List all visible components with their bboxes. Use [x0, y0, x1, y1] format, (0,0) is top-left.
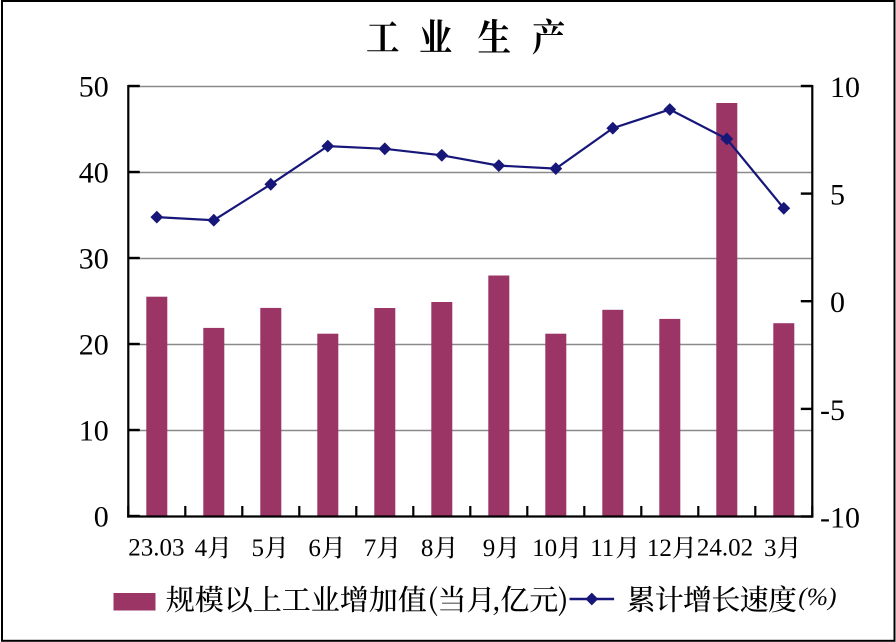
svg-text:7: 7: [364, 535, 377, 562]
svg-text:-10: -10: [820, 502, 860, 535]
svg-text:4: 4: [195, 535, 208, 562]
svg-text:6: 6: [308, 535, 321, 562]
svg-text:11: 11: [590, 535, 614, 562]
svg-text:8: 8: [421, 535, 434, 562]
svg-text:0: 0: [830, 286, 845, 319]
svg-text:24.02: 24.02: [697, 535, 753, 562]
svg-text:9: 9: [483, 535, 496, 562]
svg-text:20: 20: [79, 328, 109, 361]
svg-text:-5: -5: [820, 394, 845, 427]
svg-text:23.03: 23.03: [128, 535, 184, 562]
svg-text:5: 5: [252, 535, 265, 562]
svg-text:10: 10: [532, 535, 557, 562]
svg-text:30: 30: [79, 242, 109, 275]
svg-text:40: 40: [79, 156, 109, 189]
svg-text:10: 10: [79, 414, 109, 447]
svg-text:12: 12: [647, 535, 672, 562]
svg-text:5: 5: [830, 179, 845, 212]
svg-text:10: 10: [830, 71, 860, 104]
svg-text:50: 50: [79, 70, 109, 103]
svg-text:(%): (%): [798, 582, 836, 611]
svg-text:3: 3: [764, 535, 777, 562]
svg-text:0: 0: [94, 500, 109, 533]
